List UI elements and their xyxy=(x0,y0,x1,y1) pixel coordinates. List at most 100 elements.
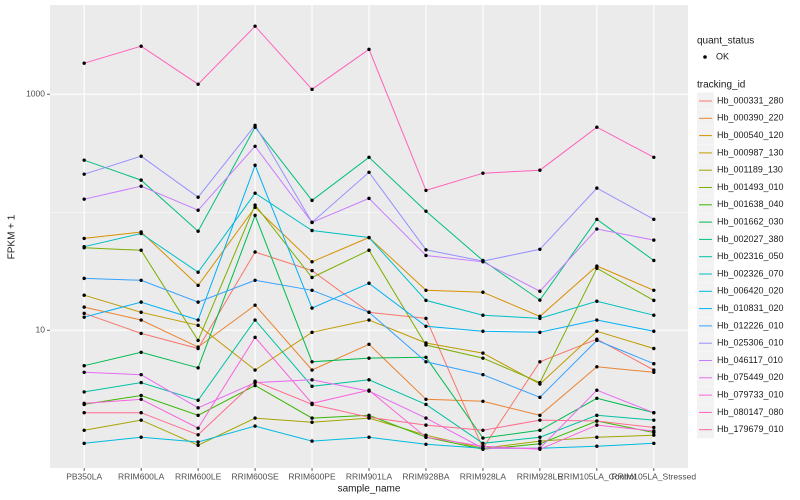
data-point xyxy=(196,318,200,322)
data-point xyxy=(367,235,371,240)
data-point xyxy=(367,155,371,159)
data-point xyxy=(310,378,314,382)
data-point xyxy=(253,318,257,322)
data-point xyxy=(253,163,257,167)
data-point xyxy=(424,188,428,193)
data-point xyxy=(82,172,86,176)
legend-label: Hb_002027_380 xyxy=(717,234,784,244)
data-point xyxy=(481,171,485,175)
x-tick-label: PB350LA xyxy=(66,471,102,481)
data-point xyxy=(253,379,257,383)
data-point xyxy=(481,313,485,317)
data-point xyxy=(424,253,428,258)
x-tick-label: RRIM105LA_Stressed xyxy=(612,471,697,481)
data-point xyxy=(139,350,143,355)
data-point xyxy=(595,365,599,369)
data-point xyxy=(253,335,257,340)
data-point xyxy=(424,316,428,321)
data-point xyxy=(253,213,257,218)
data-point xyxy=(424,298,428,303)
data-point xyxy=(538,439,542,443)
data-point xyxy=(310,288,314,292)
data-point xyxy=(82,276,86,281)
legend-label: Hb_000540_120 xyxy=(717,130,784,140)
data-point xyxy=(82,293,86,297)
data-point xyxy=(595,423,599,427)
data-point xyxy=(196,433,200,437)
data-point xyxy=(652,429,656,433)
data-point xyxy=(481,372,485,377)
data-point xyxy=(595,227,599,231)
data-point xyxy=(595,388,599,392)
data-point xyxy=(652,411,656,415)
data-point xyxy=(481,399,485,403)
data-point xyxy=(253,250,257,254)
data-point xyxy=(538,316,542,321)
data-point xyxy=(367,388,371,392)
data-point xyxy=(196,300,200,304)
data-point xyxy=(595,217,599,222)
data-point xyxy=(253,24,257,28)
legend-title: tracking_id xyxy=(697,80,745,91)
x-tick-label: RRIM928LE xyxy=(517,471,564,481)
y-tick-label: 1000 xyxy=(26,88,45,98)
data-point xyxy=(196,413,200,418)
data-point xyxy=(310,228,314,233)
data-point xyxy=(424,343,428,347)
data-point xyxy=(367,378,371,382)
data-point xyxy=(82,390,86,394)
x-tick-label: RRIM600PE xyxy=(288,471,336,481)
data-point xyxy=(253,278,257,282)
x-tick-label: RRIM600LE xyxy=(175,471,222,481)
data-point xyxy=(196,440,200,444)
data-point xyxy=(538,289,542,293)
x-tick-label: RRIM928LA xyxy=(460,471,507,481)
data-point xyxy=(595,186,599,190)
data-point xyxy=(538,435,542,439)
data-point xyxy=(82,315,86,319)
data-point xyxy=(424,442,428,446)
data-point xyxy=(481,351,485,355)
data-point xyxy=(253,303,257,307)
data-point xyxy=(139,393,143,398)
data-point xyxy=(595,396,599,400)
data-point xyxy=(595,413,599,418)
data-point xyxy=(424,288,428,292)
data-point xyxy=(595,299,599,303)
data-point xyxy=(196,426,200,430)
data-point xyxy=(595,329,599,333)
data-point xyxy=(652,425,656,430)
data-point xyxy=(139,318,143,322)
data-point xyxy=(652,433,656,437)
y-axis-title: FPKM + 1 xyxy=(7,214,18,259)
legend-label: Hb_000331_280 xyxy=(717,95,784,105)
data-point xyxy=(595,444,599,448)
data-point xyxy=(595,125,599,129)
data-point xyxy=(82,441,86,446)
legend-label: Hb_000390_220 xyxy=(717,113,784,123)
data-point xyxy=(139,178,143,182)
data-point xyxy=(424,402,428,407)
data-point xyxy=(652,346,656,351)
legend-label: Hb_075449_020 xyxy=(717,372,784,382)
data-point xyxy=(139,300,143,304)
data-point xyxy=(538,442,542,446)
data-point xyxy=(310,260,314,264)
data-point xyxy=(253,383,257,388)
data-point xyxy=(538,447,542,451)
data-point xyxy=(310,306,314,310)
data-point xyxy=(310,416,314,420)
data-point xyxy=(481,329,485,333)
data-point xyxy=(652,441,656,446)
data-point xyxy=(196,283,200,288)
data-point xyxy=(139,154,143,158)
data-point xyxy=(595,419,599,423)
data-point xyxy=(367,248,371,252)
data-point xyxy=(481,444,485,448)
data-point xyxy=(367,342,371,346)
x-tick-label: RRIM105LA_Control xyxy=(558,471,637,481)
data-point xyxy=(481,436,485,440)
data-point xyxy=(196,82,200,86)
legend-label: Hb_179679_010 xyxy=(717,424,784,434)
data-point xyxy=(481,356,485,360)
